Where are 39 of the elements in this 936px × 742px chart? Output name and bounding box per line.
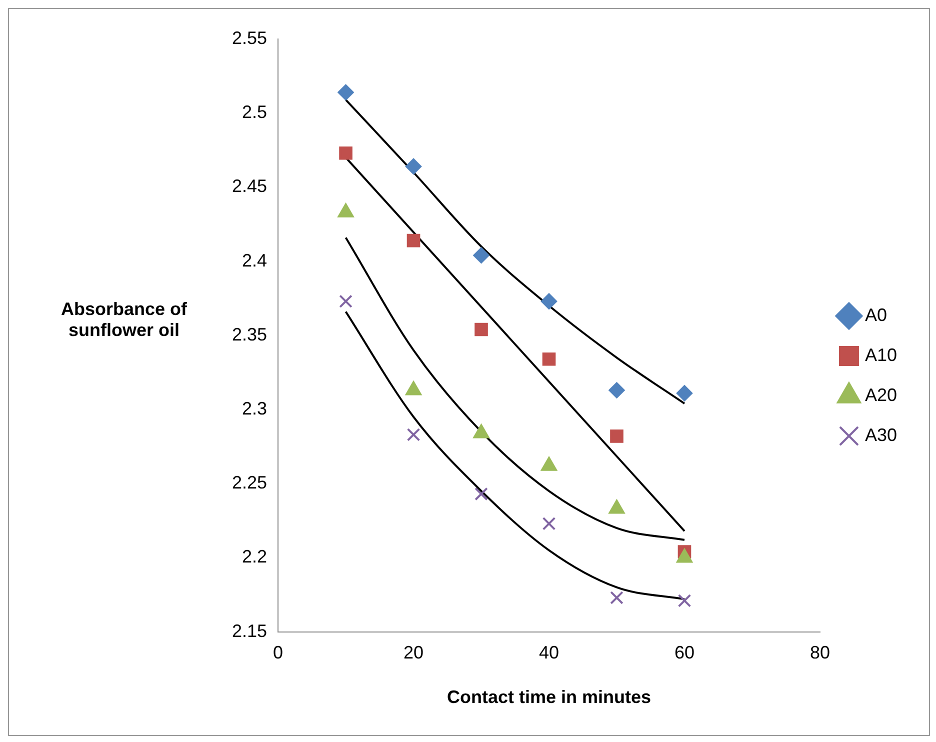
x-tick-label: 60 (674, 642, 695, 663)
y-tick-label: 2.4 (242, 250, 268, 270)
y-axis-title: Absorbance of sunflower oil (60, 299, 188, 341)
point (473, 247, 490, 264)
point (338, 84, 354, 100)
point (678, 594, 692, 608)
y-tick-label: 2.2 (242, 546, 268, 567)
point (339, 294, 352, 308)
x-tick-label: 0 (273, 642, 284, 663)
point (608, 382, 625, 398)
y-tick-label: 2.3 (242, 398, 268, 418)
point (676, 385, 692, 402)
line-series (344, 310, 686, 600)
point (542, 352, 556, 366)
legend-label: A0 (864, 304, 888, 325)
point (610, 591, 624, 604)
x-tick-label: 40 (538, 642, 560, 663)
point (541, 293, 558, 310)
x-tick-label: 80 (810, 642, 830, 663)
x-tick-label: 20 (404, 642, 424, 663)
legend-label: A30 (864, 424, 898, 445)
point (610, 430, 624, 443)
y-tick-label: 2.25 (232, 472, 268, 493)
legend-label: A10 (864, 344, 898, 365)
y-tick-label: 2.45 (232, 176, 268, 196)
point (406, 234, 420, 248)
y-tick-label: 2.15 (232, 620, 268, 641)
point (406, 428, 420, 442)
point (542, 516, 556, 530)
y-tick-label: 2.55 (232, 28, 268, 48)
line-series (344, 236, 686, 541)
legend-label: A20 (864, 384, 898, 405)
y-tick-label: 2.5 (242, 102, 268, 122)
point (474, 322, 488, 336)
x-axis-title: Contact time in minutes (446, 687, 652, 708)
point (339, 146, 352, 160)
point (406, 158, 422, 174)
point (474, 487, 488, 501)
y-tick-label: 2.35 (232, 324, 268, 344)
